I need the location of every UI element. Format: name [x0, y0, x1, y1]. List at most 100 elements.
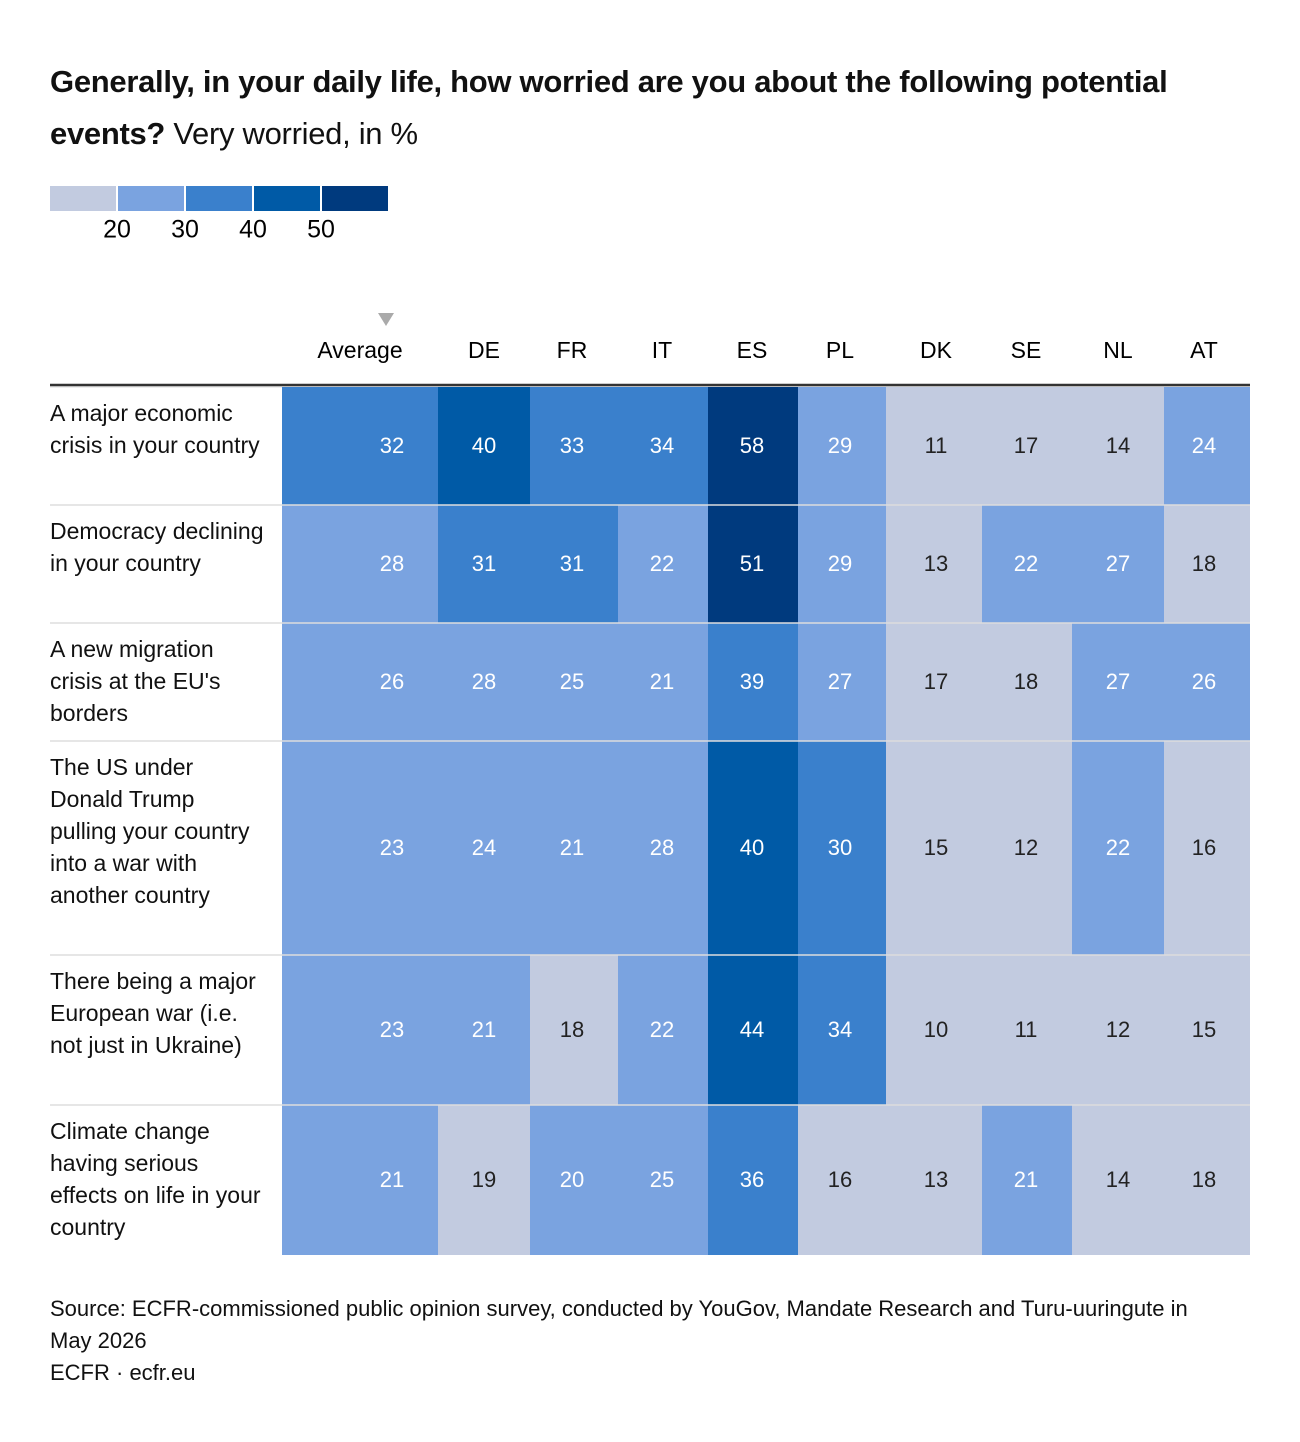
cell-value: 25 [560, 669, 584, 694]
cell-value: 36 [740, 1167, 764, 1192]
cell [982, 955, 1072, 1105]
column-header: AT [1190, 337, 1218, 363]
cell [886, 955, 982, 1105]
cell [282, 955, 438, 1105]
cell [282, 505, 438, 623]
cell [798, 741, 886, 955]
cell [1072, 741, 1164, 955]
cell [798, 387, 886, 505]
cell-value: 28 [472, 669, 496, 694]
cell-value: 20 [560, 1167, 584, 1192]
column-header: ES [737, 337, 768, 363]
cell [1072, 623, 1164, 741]
cell [1072, 387, 1164, 505]
cell [438, 1105, 530, 1255]
legend-label: 50 [307, 216, 335, 244]
title-block: Generally, in your daily life, how worri… [50, 56, 1260, 160]
cell [1072, 1105, 1164, 1255]
cell [708, 505, 798, 623]
cell-value: 40 [472, 433, 496, 458]
cell [982, 387, 1072, 505]
cell-value: 31 [472, 551, 496, 576]
source: Source: ECFR-commissioned public opinion… [50, 1296, 1188, 1353]
cell-value: 21 [472, 1017, 496, 1042]
cell-value: 13 [924, 551, 948, 576]
cell-value: 28 [650, 835, 674, 860]
cell-value: 11 [1015, 1017, 1038, 1042]
legend-swatch [186, 186, 252, 211]
cell-value: 22 [650, 1017, 674, 1042]
cell-value: 26 [1192, 669, 1216, 694]
cell [438, 955, 530, 1105]
cell [798, 505, 886, 623]
cell [798, 955, 886, 1105]
cell [618, 623, 708, 741]
sort-indicator [378, 313, 394, 326]
cell-value: 29 [828, 433, 852, 458]
cell [886, 387, 982, 505]
chart-title: Generally, in your daily life, how worri… [50, 64, 1168, 151]
cell-value: 29 [828, 551, 852, 576]
row-label: A new migration crisis at the EU's borde… [50, 636, 221, 726]
cell-value: 34 [828, 1017, 852, 1042]
cell-value: 34 [650, 433, 674, 458]
legend-swatch [118, 186, 184, 211]
cell-value: 14 [1106, 1167, 1130, 1192]
cell-value: 23 [380, 835, 404, 860]
cell-value: 28 [380, 551, 404, 576]
cell-value: 18 [1192, 551, 1216, 576]
cell [982, 1105, 1072, 1255]
cell-value: 15 [924, 835, 948, 860]
credit: ECFR · ecfr.eu [50, 1360, 196, 1385]
cell [1164, 387, 1250, 505]
cell [438, 387, 530, 505]
cell [282, 387, 438, 505]
cell [886, 1105, 982, 1255]
chart-subtitle: Very worried, in % [173, 116, 418, 151]
cell [530, 955, 618, 1105]
cell [618, 505, 708, 623]
cell-value: 16 [828, 1167, 852, 1192]
column-header: SE [1011, 337, 1042, 363]
cell-value: 26 [380, 669, 404, 694]
legend-label: 20 [103, 216, 131, 244]
row-label: The US under Donald Trump pulling your c… [50, 754, 250, 908]
cell-value: 39 [740, 669, 764, 694]
cell-value: 27 [1106, 551, 1130, 576]
cell [1164, 505, 1250, 623]
cell [982, 741, 1072, 955]
column-header: FR [557, 337, 588, 363]
cell-value: 21 [380, 1167, 404, 1192]
cell-value: 16 [1192, 835, 1216, 860]
column-header: IT [652, 337, 672, 363]
cell [1164, 955, 1250, 1105]
cell [530, 623, 618, 741]
column-header: NL [1103, 337, 1133, 363]
legend-swatch [322, 186, 388, 211]
row-label: Democracy declining in your country [50, 518, 264, 576]
cell-value: 11 [925, 433, 948, 458]
cell [438, 623, 530, 741]
cell [282, 623, 438, 741]
cell [282, 741, 438, 955]
cell-value: 19 [472, 1167, 496, 1192]
cell-value: 17 [1014, 433, 1038, 458]
column-header: PL [826, 337, 854, 363]
cell-value: 21 [650, 669, 674, 694]
cell [530, 387, 618, 505]
cell [708, 387, 798, 505]
column-header: DK [920, 337, 953, 363]
cell [1164, 741, 1250, 955]
legend-swatch [254, 186, 320, 211]
cell [618, 1105, 708, 1255]
cell-value: 33 [560, 433, 584, 458]
cell-value: 15 [1192, 1017, 1216, 1042]
cell [798, 623, 886, 741]
cell [530, 1105, 618, 1255]
cell [708, 955, 798, 1105]
cell-value: 24 [472, 835, 496, 860]
cell-value: 40 [740, 835, 764, 860]
cell-value: 31 [560, 551, 584, 576]
cell [708, 1105, 798, 1255]
